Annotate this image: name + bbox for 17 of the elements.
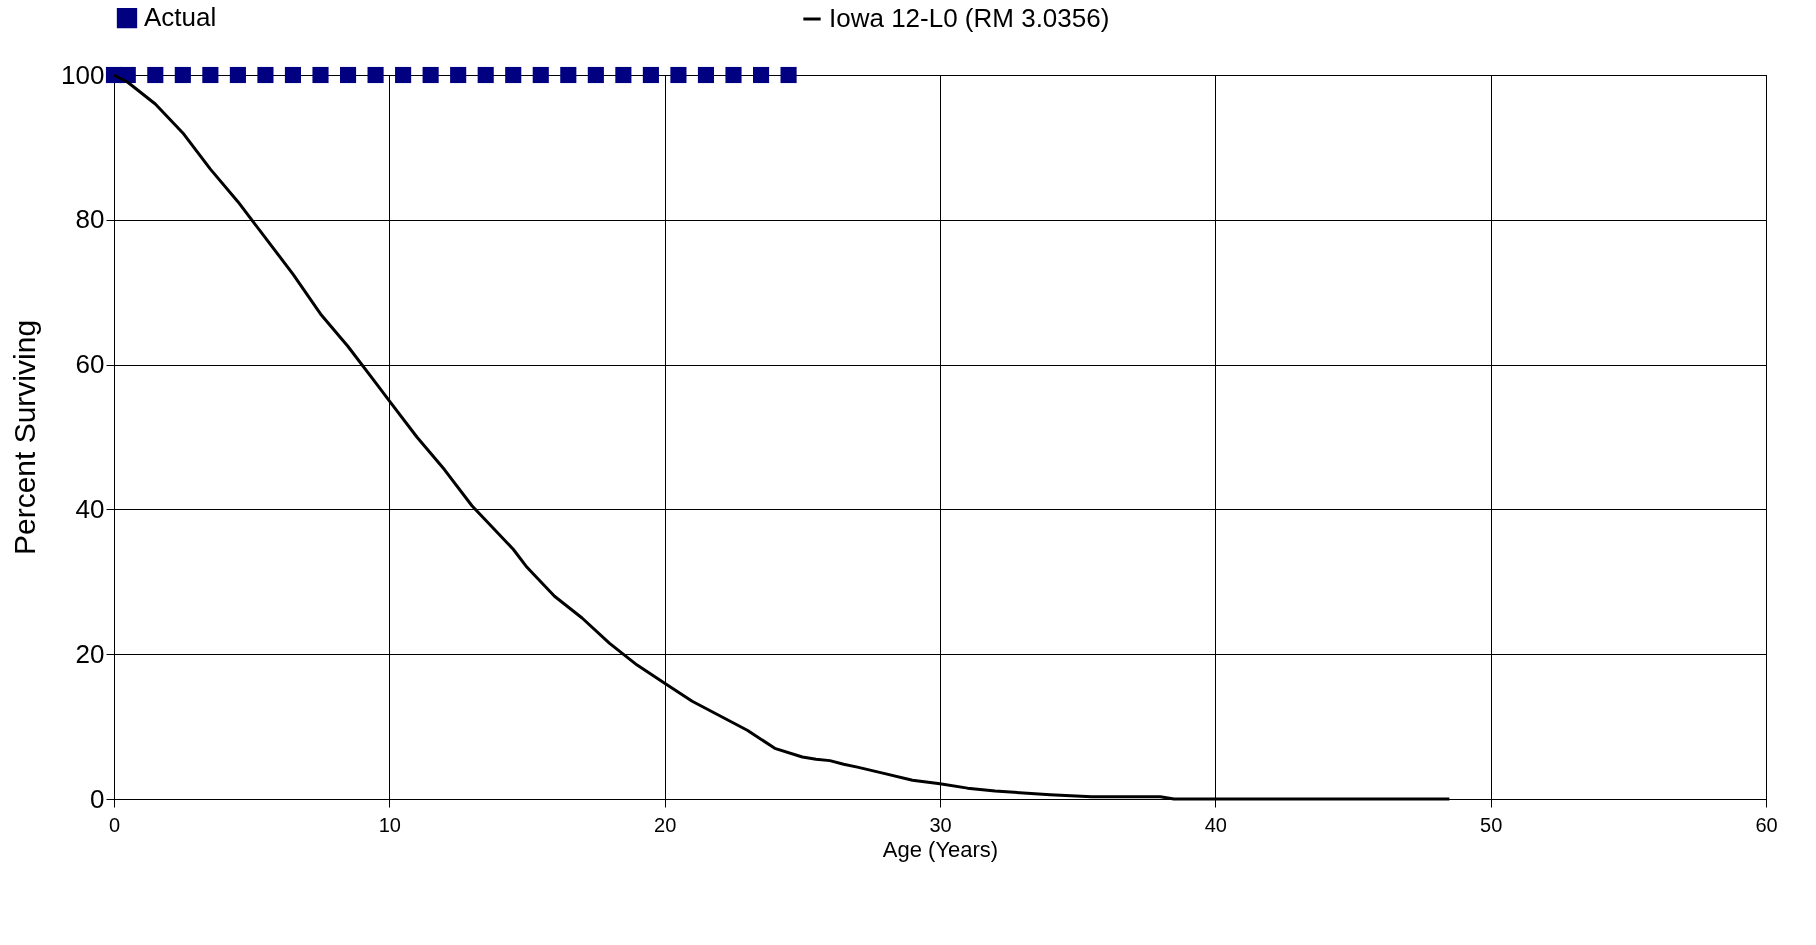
y-tick-label: 0	[90, 783, 105, 814]
x-tick-label: 50	[1480, 813, 1503, 836]
y-tick-label: 60	[75, 349, 105, 380]
y-tick-label: 80	[75, 204, 105, 235]
x-tick-label: 20	[654, 813, 677, 836]
y-tick-label: 20	[75, 638, 105, 669]
x-tick-label: 30	[929, 813, 952, 836]
legend-label: Actual	[144, 2, 217, 33]
x-tick-label: 40	[1204, 813, 1227, 836]
y-tick-label: 40	[75, 493, 105, 524]
x-axis-title: Age (Years)	[882, 836, 999, 862]
x-tick-label: 60	[1755, 813, 1778, 836]
y-tick-label: 100	[61, 59, 105, 90]
x-tick-label: 10	[378, 813, 401, 836]
y-axis-title: Percent Surviving	[8, 319, 42, 556]
legend-label: Iowa 12-L0 (RM 3.0356)	[829, 3, 1110, 33]
x-tick-label: 0	[108, 813, 121, 836]
